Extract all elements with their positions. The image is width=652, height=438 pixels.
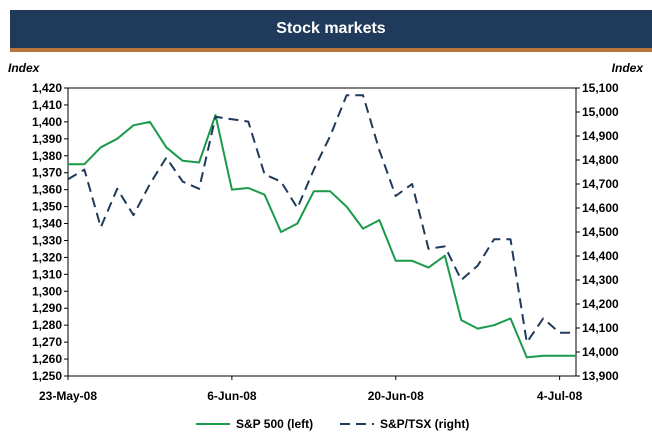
left-tick-label: 1,380: [32, 149, 62, 163]
right-tick-label: 14,000: [582, 345, 619, 359]
legend-label: S&P/TSX (right): [380, 417, 469, 431]
left-tick-label: 1,280: [32, 318, 62, 332]
right-tick-label: 15,100: [582, 81, 619, 95]
left-tick-label: 1,260: [32, 352, 62, 366]
left-tick-label: 1,320: [32, 250, 62, 264]
chart-title: Stock markets: [276, 20, 386, 37]
right-tick-label: 14,300: [582, 273, 619, 287]
left-axis-ticks: 1,250 1,260 1,270 1,280 1,290 1,300 1,310 1,320…: [32, 81, 68, 383]
right-tick-label: 15,000: [582, 105, 619, 119]
right-tick-label: 14,400: [582, 249, 619, 263]
x-tick-label: 6-Jun-08: [207, 389, 257, 403]
series-lines: [67, 94, 576, 359]
left-tick-label: 1,410: [32, 98, 62, 112]
left-tick-label: 1,340: [32, 217, 62, 231]
right-tick-label: 14,200: [582, 297, 619, 311]
left-tick-label: 1,290: [32, 301, 62, 315]
tsx-series-line: [67, 94, 576, 344]
legend: S&P 500 (left) S&P/TSX (right): [196, 417, 469, 431]
left-tick-label: 1,420: [32, 81, 62, 95]
right-tick-label: 14,600: [582, 201, 619, 215]
left-tick-label: 1,360: [32, 183, 62, 197]
left-tick-label: 1,370: [32, 166, 62, 180]
right-tick-label: 14,900: [582, 129, 619, 143]
left-tick-label: 1,250: [32, 369, 62, 383]
right-axis-label: Index: [612, 61, 645, 75]
left-tick-label: 1,300: [32, 284, 62, 298]
left-axis-label: Index: [8, 61, 41, 75]
legend-label: S&P 500 (left): [236, 417, 313, 431]
right-tick-label: 14,500: [582, 225, 619, 239]
x-tick-label: 23-May-08: [39, 389, 97, 403]
x-tick-label: 4-Jul-08: [537, 389, 583, 403]
x-axis-ticks: 23-May-08 6-Jun-08 20-Jun-08 4-Jul-08: [39, 376, 583, 403]
left-tick-label: 1,310: [32, 267, 62, 281]
left-tick-label: 1,400: [32, 115, 62, 129]
left-tick-label: 1,270: [32, 335, 62, 349]
left-tick-label: 1,350: [32, 200, 62, 214]
right-axis-ticks: 13,900 14,000 14,100 14,200 14,300 14,400 14,5…: [576, 81, 619, 383]
left-tick-label: 1,390: [32, 132, 62, 146]
chart-title-bar: Stock markets: [10, 10, 652, 52]
right-tick-label: 14,700: [582, 177, 619, 191]
right-tick-label: 14,800: [582, 153, 619, 167]
x-tick-label: 20-Jun-08: [368, 389, 424, 403]
right-tick-label: 13,900: [582, 369, 619, 383]
left-tick-label: 1,330: [32, 233, 62, 247]
sp500-series-line: [68, 114, 576, 359]
plot-area: [67, 87, 577, 377]
right-tick-label: 14,100: [582, 321, 619, 335]
